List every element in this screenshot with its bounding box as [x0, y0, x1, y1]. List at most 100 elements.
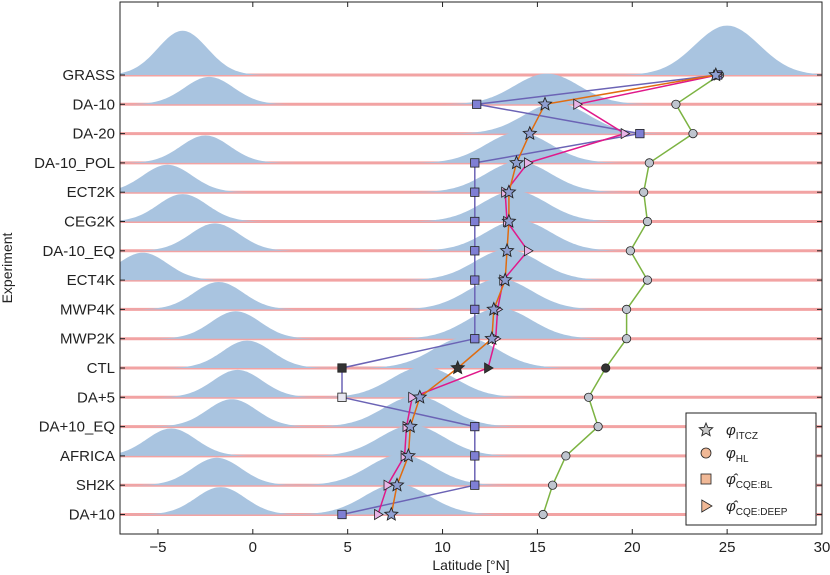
- cqe-bl-point: [337, 363, 347, 373]
- y-tick-label: DA+10: [69, 507, 115, 524]
- x-tick-label: 30: [814, 539, 830, 556]
- itcz-point: [537, 96, 553, 111]
- hl-point: [593, 421, 603, 432]
- legend-cqe-deep-marker: [701, 499, 713, 513]
- cqe-bl-point: [635, 128, 645, 139]
- itcz-point: [522, 125, 538, 141]
- cqe-deep-point: [383, 479, 394, 491]
- y-tick-label: DA-10_EQ: [42, 243, 115, 260]
- itcz-point: [497, 272, 513, 287]
- cqe-deep-point: [524, 157, 534, 169]
- ridge-density: [120, 132, 822, 163]
- hl-point: [625, 246, 635, 256]
- ridge-density: [120, 249, 822, 281]
- legend-hl-marker: [700, 447, 712, 459]
- cqe-deep-point: [524, 245, 534, 257]
- hl-point: [538, 509, 548, 520]
- ridge-density: [120, 308, 822, 339]
- itcz-point: [708, 67, 724, 82]
- itcz-point: [501, 213, 517, 228]
- ridge-density: [120, 220, 822, 251]
- cqe-bl-point: [470, 246, 480, 256]
- hl-point: [642, 275, 653, 285]
- hl-line: [542, 74, 720, 515]
- hl-point: [671, 99, 681, 109]
- itcz-point: [508, 154, 525, 170]
- x-tick-label: 25: [719, 539, 736, 556]
- legend-cqe-bl-marker: [700, 473, 712, 485]
- ridge-density: [120, 190, 822, 222]
- x-tick-label: 10: [434, 539, 451, 556]
- cqe-bl-point: [337, 392, 347, 402]
- marker-layer: [337, 67, 725, 521]
- x-tick-label: −5: [149, 539, 166, 556]
- hl-point: [584, 392, 594, 402]
- y-tick-label: DA+10_EQ: [39, 419, 115, 436]
- ridge-density: [120, 73, 822, 105]
- hl-point: [547, 480, 558, 490]
- cqe-bl-point: [472, 99, 482, 109]
- hl-point: [639, 187, 649, 197]
- ridge-density: [120, 103, 822, 134]
- y-tick-label: ECT4K: [67, 272, 115, 289]
- y-tick-label: DA-10: [72, 96, 115, 113]
- x-tick-label: 15: [529, 539, 546, 556]
- itcz-point: [499, 242, 515, 258]
- hl-point: [601, 363, 611, 373]
- cqe-bl-point: [470, 334, 480, 344]
- y-tick-label: DA-10_POL: [34, 155, 115, 172]
- cqe-bl-point: [470, 187, 480, 197]
- x-tick-label: 20: [624, 539, 641, 556]
- cqe-deep-line: [377, 74, 718, 515]
- cqe-bl-point: [470, 158, 480, 168]
- ridge-density: [120, 366, 822, 398]
- x-axis-label: Latitude [°N]: [432, 557, 509, 573]
- legend-label-sub: CQE:BL: [736, 480, 773, 491]
- hl-point: [561, 451, 571, 461]
- cqe-deep-point: [573, 98, 584, 110]
- cqe-bl-point: [470, 480, 480, 490]
- itcz-line: [390, 74, 716, 515]
- cqe-deep-point: [620, 127, 631, 140]
- ridge-density: [120, 483, 822, 515]
- hl-point: [688, 129, 698, 139]
- ridge-density: [120, 425, 822, 456]
- itcz-point: [383, 506, 399, 521]
- legend-label-sub: CQE:DEEP: [736, 507, 788, 518]
- y-tick-label: MWP2K: [60, 331, 115, 348]
- plot-frame: [119, 1, 823, 535]
- hl-point: [621, 334, 632, 344]
- ridge-density: [120, 454, 822, 486]
- legend-label-sub: ITCZ: [736, 431, 758, 442]
- itcz-point: [450, 360, 466, 375]
- y-tick-label: CEG2K: [64, 214, 115, 231]
- hl-point: [642, 216, 653, 227]
- itcz-point: [400, 447, 417, 463]
- itcz-point: [402, 418, 418, 434]
- ridge-density: [120, 337, 822, 368]
- cqe-deep-point: [374, 508, 384, 521]
- x-tick-label: 5: [344, 539, 352, 556]
- y-tick-label: AFRICA: [60, 448, 115, 465]
- itcz-point: [389, 477, 405, 492]
- cqe-bl-point: [337, 509, 347, 520]
- ridge-density: [120, 161, 822, 193]
- y-tick-label: SH2K: [76, 477, 115, 494]
- x-tick-label: 0: [249, 539, 257, 556]
- y-tick-label: CTL: [87, 360, 115, 377]
- cqe-bl-point: [470, 216, 480, 227]
- y-axis-label: Experiment: [0, 232, 15, 303]
- y-tick-label: DA-20: [72, 126, 115, 143]
- ridge-density: [120, 396, 822, 427]
- cqe-bl-point: [470, 451, 480, 461]
- cqe-bl-line: [341, 74, 718, 516]
- y-tick-label: GRASS: [62, 67, 115, 84]
- legend-itcz-marker: [698, 421, 714, 437]
- cqe-bl-point: [470, 275, 480, 285]
- itcz-point: [501, 184, 517, 199]
- line-layer: [341, 74, 720, 516]
- cqe-bl-point: [470, 421, 480, 432]
- cqe-bl-point: [470, 304, 480, 315]
